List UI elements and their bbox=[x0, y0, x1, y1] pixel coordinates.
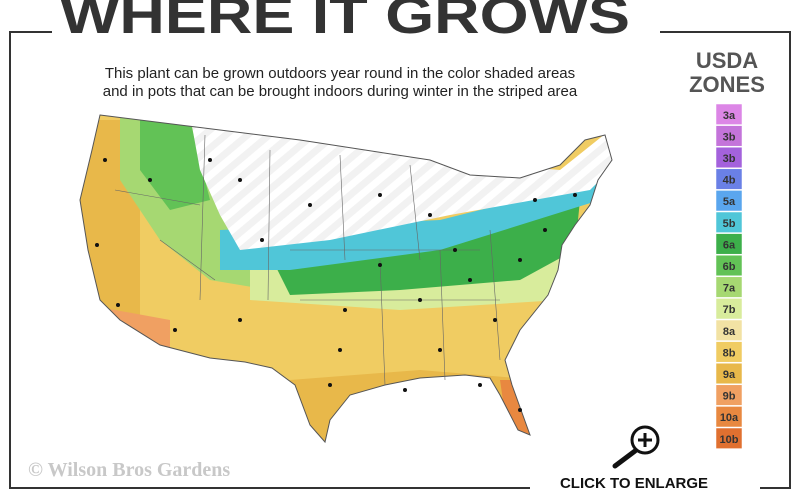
legend-swatch bbox=[715, 341, 743, 363]
subtitle: and in pots that can be brought indoors … bbox=[103, 83, 578, 100]
city-dots bbox=[95, 158, 577, 412]
legend-label: 8a bbox=[723, 326, 736, 338]
button-background[interactable] bbox=[535, 460, 735, 494]
legend-swatch bbox=[715, 427, 743, 449]
button-label[interactable]: CLICK TO ENLARGE bbox=[560, 475, 708, 492]
legend-label: 7a bbox=[723, 283, 736, 295]
legend-swatch bbox=[715, 406, 743, 428]
legend-title: USDA bbox=[696, 48, 758, 73]
legend-label: 5b bbox=[723, 218, 736, 230]
legend-label: 8b bbox=[723, 347, 736, 359]
legend: 3a 3b 3b 4b 5a 5b 6a 6b 7a 7b 8a 8b 9a 9b 10a 10b bbox=[715, 103, 743, 449]
title: WHERE IT GROWS bbox=[60, 0, 630, 45]
legend-label: 3b bbox=[723, 153, 736, 165]
legend-label: 6a bbox=[723, 239, 736, 251]
watermark: © Wilson Bros Gardens bbox=[28, 459, 230, 481]
legend-label: 9b bbox=[723, 391, 736, 403]
legend-label: 10b bbox=[720, 434, 739, 446]
state-lines bbox=[114, 134, 501, 386]
legend-label: 5a bbox=[723, 196, 736, 208]
legend-swatch bbox=[715, 276, 743, 298]
legend-swatch bbox=[715, 103, 743, 125]
legend-swatch bbox=[715, 233, 743, 255]
legend-swatch bbox=[715, 362, 743, 385]
legend-label: 3b bbox=[723, 131, 736, 143]
legend-swatch bbox=[715, 211, 743, 233]
magnifier-handle[interactable] bbox=[612, 448, 638, 469]
legend-swatch bbox=[715, 319, 743, 341]
legend-label: 6b bbox=[723, 261, 736, 273]
enlarge-button[interactable]: CLICK TO ENLARGE bbox=[535, 425, 735, 494]
legend-title: ZONES bbox=[689, 72, 765, 97]
legend-swatch bbox=[715, 254, 743, 277]
legend-label: 7b bbox=[723, 304, 736, 316]
frame bbox=[9, 31, 791, 489]
legend-swatch bbox=[715, 298, 743, 320]
legend-swatch bbox=[715, 384, 743, 406]
legend-label: 4b bbox=[723, 175, 736, 187]
magnifier-plus[interactable] bbox=[638, 433, 652, 447]
legend-label: 9a bbox=[723, 369, 736, 381]
legend-swatch bbox=[715, 125, 743, 147]
legend-swatch bbox=[715, 168, 743, 190]
subtitle: This plant can be grown outdoors year ro… bbox=[105, 65, 575, 82]
legend-label: 3a bbox=[723, 110, 736, 122]
legend-swatch bbox=[715, 146, 743, 169]
legend-swatch bbox=[715, 190, 743, 212]
legend-label: 10a bbox=[720, 412, 739, 424]
